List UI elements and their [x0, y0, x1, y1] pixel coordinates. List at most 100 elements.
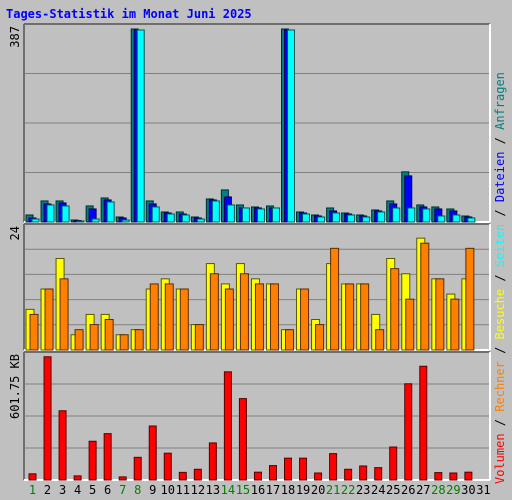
x-tick-label-21: 21	[326, 483, 340, 497]
bar-volumen-day-17	[268, 465, 277, 481]
x-tick-label-31: 31	[476, 483, 490, 497]
bar-volumen-day-14	[223, 371, 232, 481]
legend-entry-anfragen: Anfragen	[493, 72, 507, 130]
bar-seiten-day-18	[287, 29, 296, 223]
bar-rechner-day-6	[104, 319, 114, 351]
bar-volumen-day-11	[178, 471, 187, 481]
x-tick-label-15: 15	[236, 483, 250, 497]
bar-volumen-day-12	[193, 468, 202, 481]
x-tick-label-27: 27	[416, 483, 430, 497]
bar-rechner-day-28	[435, 278, 445, 351]
legend-separator: /	[493, 339, 507, 361]
bar-volumen-day-4	[73, 475, 82, 481]
bar-rechner-day-26	[405, 298, 415, 351]
bar-volumen-day-2	[43, 356, 52, 481]
bar-seiten-day-8	[136, 29, 145, 223]
bar-seiten-day-30	[467, 217, 476, 223]
y-max-label: 387	[8, 26, 22, 48]
x-tick-label-10: 10	[161, 483, 175, 497]
legend-entry-dateien: Dateien	[493, 152, 507, 203]
bar-volumen-day-8	[133, 456, 142, 481]
bar-volumen-day-21	[329, 453, 338, 481]
x-tick-label-29: 29	[446, 483, 460, 497]
bar-volumen-day-6	[103, 433, 112, 481]
bar-volumen-day-9	[148, 425, 157, 481]
legend-entry-volumen: Volumen	[493, 433, 507, 484]
x-tick-label-2: 2	[44, 483, 51, 497]
bar-rechner-day-9	[149, 283, 159, 351]
bar-volumen-day-7	[118, 476, 127, 481]
x-tick-label-26: 26	[401, 483, 415, 497]
x-tick-label-4: 4	[74, 483, 81, 497]
x-tick-label-22: 22	[341, 483, 355, 497]
bar-seiten-day-26	[407, 207, 416, 223]
bar-rechner-day-23	[360, 283, 370, 351]
x-tick-label-24: 24	[371, 483, 385, 497]
legend-separator: /	[493, 412, 507, 434]
y-max-label: 24	[8, 226, 22, 240]
bar-seiten-day-1	[31, 218, 40, 223]
bar-rechner-day-24	[375, 329, 385, 351]
bar-rechner-day-20	[315, 324, 325, 351]
chart-panels: 387 24 601.75 KB	[8, 23, 491, 481]
bar-rechner-day-14	[224, 288, 234, 351]
x-tick-label-19: 19	[296, 483, 310, 497]
bar-rechner-day-3	[59, 278, 69, 351]
bar-volumen-day-13	[208, 442, 217, 481]
bar-seiten-day-17	[271, 207, 280, 223]
series-rechner	[29, 242, 475, 351]
bar-volumen-day-1	[28, 473, 37, 481]
bar-rechner-day-30	[465, 247, 475, 351]
bar-seiten-day-28	[437, 215, 446, 223]
bar-rechner-day-5	[89, 324, 99, 351]
bar-volumen-day-19	[299, 457, 308, 481]
x-tick-label-16: 16	[251, 483, 265, 497]
x-tick-label-7: 7	[119, 483, 126, 497]
x-tick-label-8: 8	[134, 483, 141, 497]
panel-1: 387	[8, 23, 491, 223]
bar-volumen-day-16	[253, 471, 262, 481]
bar-rechner-day-19	[300, 288, 310, 351]
bar-volumen-day-24	[374, 467, 383, 481]
legend: Volumen / Rechner / Besuche / Seiten / D…	[493, 72, 507, 484]
bar-rechner-day-12	[194, 324, 204, 351]
bar-volumen-day-30	[464, 471, 473, 481]
bar-volumen-day-28	[434, 472, 443, 481]
bar-seiten-day-4	[76, 220, 85, 223]
bar-volumen-day-27	[419, 365, 428, 481]
bar-seiten-day-21	[332, 212, 341, 223]
bar-seiten-day-14	[226, 204, 235, 223]
panel-2: 24	[8, 223, 491, 351]
bar-seiten-day-9	[151, 206, 160, 223]
x-tick-label-5: 5	[89, 483, 96, 497]
bar-seiten-day-20	[317, 216, 326, 223]
x-tick-label-17: 17	[266, 483, 280, 497]
bar-rechner-day-27	[420, 242, 430, 351]
bar-seiten-day-11	[181, 214, 190, 223]
x-tick-label-25: 25	[386, 483, 400, 497]
bar-seiten-day-15	[241, 207, 250, 223]
bar-rechner-day-15	[239, 273, 249, 351]
x-tick-label-3: 3	[59, 483, 66, 497]
bar-rechner-day-8	[134, 329, 144, 351]
bar-rechner-day-22	[345, 283, 355, 351]
bar-seiten-day-19	[302, 213, 311, 223]
bar-seiten-day-12	[196, 218, 205, 223]
legend-text: Volumen / Rechner / Besuche / Seiten / D…	[493, 72, 507, 484]
bar-seiten-day-5	[91, 218, 100, 223]
legend-separator: /	[493, 267, 507, 289]
bar-seiten-day-29	[452, 214, 461, 223]
bar-rechner-day-2	[44, 288, 54, 351]
x-tick-label-28: 28	[431, 483, 445, 497]
bar-seiten-day-23	[362, 216, 371, 223]
bar-volumen-day-26	[404, 383, 413, 481]
bar-seiten-day-24	[377, 211, 386, 223]
x-tick-label-18: 18	[281, 483, 295, 497]
bar-seiten-day-3	[61, 205, 70, 223]
series-seiten	[31, 29, 476, 223]
x-tick-label-30: 30	[461, 483, 475, 497]
bar-volumen-day-5	[88, 440, 97, 481]
bar-seiten-day-7	[121, 219, 130, 223]
